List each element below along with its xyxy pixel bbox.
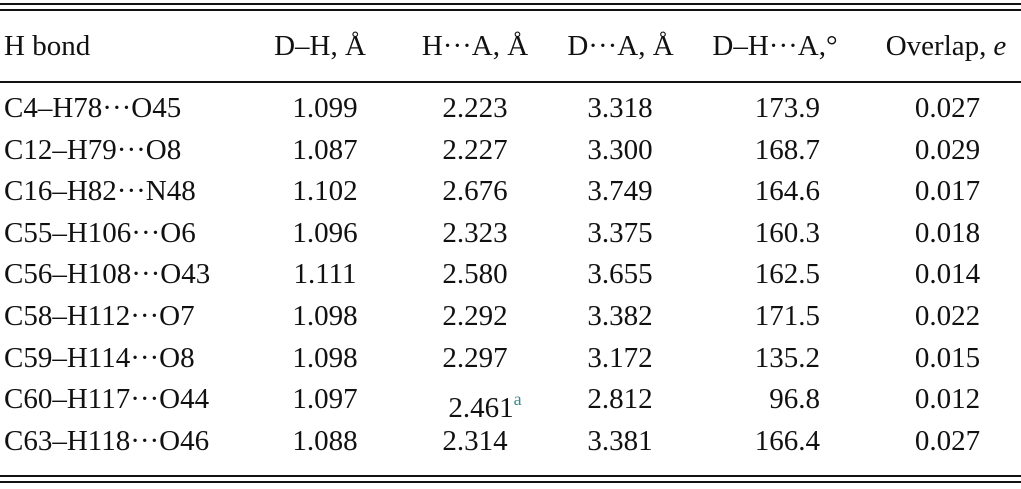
value-cell: 0.012 [914,383,981,416]
value-cell: 0.022 [914,300,981,332]
header-cell: D–H···A,° [712,30,838,62]
bond-label: C56–H108···O43 [4,258,211,291]
value-cell: 0.015 [914,341,981,374]
value-cell: 2.292 [442,300,508,332]
value-cell: 2.297 [442,341,508,374]
header-cell: H···A, Å [421,30,529,62]
value-cell: 168.7 [754,133,820,166]
value-cell: 3.318 [587,92,653,124]
value-cell: 2.461a [405,379,555,424]
value-cell: 3.375 [587,216,653,249]
bond-label: C60–H117···O44 [4,383,210,416]
value-cell: 1.087 [292,133,358,166]
value-cell: 1.088 [292,424,358,457]
bond-label: C16–H82···N48 [4,175,196,208]
bottom-rule [0,475,1021,477]
bond-label: C58–H112···O7 [4,300,195,332]
value-cell: 160.3 [754,216,820,249]
value-cell: 1.099 [292,92,358,124]
value-cell: 3.382 [587,300,653,332]
header-symbol: e [993,30,1007,62]
top-rule [0,9,1021,11]
value-cell: 1.097 [292,383,358,416]
value-cell: 1.096 [292,216,358,249]
bond-label: C12–H79···O8 [4,133,182,166]
value-cell: 0.029 [914,133,981,166]
value-cell: 173.9 [754,92,820,124]
value-cell: 1.098 [292,341,358,374]
header-cell: Overlap, e [872,26,1020,66]
value-cell: 2.812 [587,383,653,416]
value-cell: 96.8 [769,383,820,416]
value-cell: 3.300 [587,133,653,166]
value-cell: 2.314 [442,424,508,457]
value-cell: 3.172 [587,341,653,374]
bond-label: C4–H78···O45 [4,92,182,124]
header-rule [0,81,1021,83]
footnote-mark: a [513,389,522,410]
value-cell: 135.2 [754,341,820,374]
value-cell: 0.018 [914,216,981,249]
bottom-rule [0,481,1021,483]
value-text: 2.461 [448,392,514,425]
value-cell: 2.323 [442,216,508,249]
value-cell: 0.017 [914,175,981,208]
value-cell: 0.014 [914,258,981,291]
bond-label: C59–H114···O8 [4,341,195,374]
value-cell: 0.027 [914,92,981,124]
header-text: Overlap, [885,30,987,62]
value-cell: 0.027 [914,424,981,457]
value-cell: 171.5 [754,300,820,332]
value-cell: 166.4 [754,424,820,457]
bond-label: C55–H106···O6 [4,216,196,249]
bond-label: C63–H118···O46 [4,424,210,457]
header-cell: H bond [4,30,91,62]
value-cell: 1.111 [293,258,357,291]
value-cell: 3.749 [587,175,653,208]
header-cell: D–H, Å [274,30,366,62]
value-cell: 1.102 [292,175,358,208]
header-cell: D···A, Å [567,30,674,62]
value-cell: 3.381 [587,424,653,457]
value-cell: 2.580 [442,258,508,291]
value-cell: 2.676 [442,175,508,208]
value-cell: 1.098 [292,300,358,332]
value-cell: 2.223 [442,92,508,124]
value-cell: 164.6 [754,175,820,208]
top-rule [0,3,1021,5]
value-cell: 162.5 [754,258,820,291]
value-cell: 3.655 [587,258,653,291]
value-cell: 2.227 [442,133,508,166]
